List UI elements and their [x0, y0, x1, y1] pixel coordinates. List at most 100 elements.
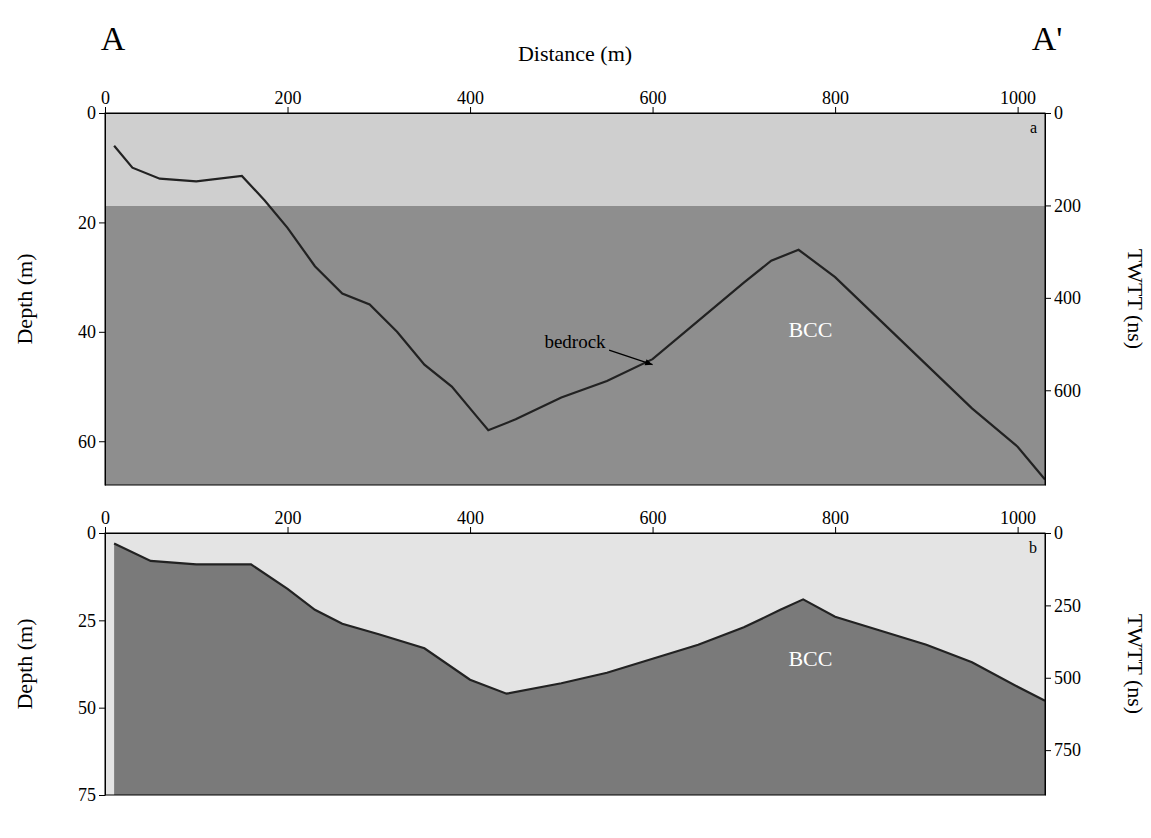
axis-line: [106, 113, 1046, 114]
y2-axis-title: TWTT (ns): [1123, 249, 1148, 349]
x-axis: 0 200 400 600 800 1000: [101, 508, 1046, 534]
y-axis: 0 20 40 60: [78, 103, 106, 485]
tick: 0: [101, 88, 110, 113]
tick-label: 800: [822, 88, 849, 108]
background-band: [105, 113, 1045, 206]
bedrock-reflector: [114, 146, 1045, 480]
tick-label: 200: [275, 88, 302, 108]
tick-label: 1000: [1000, 88, 1036, 108]
axis-line: [105, 114, 106, 486]
tick-label: 50: [78, 698, 96, 718]
tick-label: 40: [78, 322, 96, 342]
tick-mark: [99, 795, 105, 796]
tick-mark: [99, 113, 105, 114]
tick: 800: [822, 508, 849, 533]
tick-label: 200: [275, 508, 302, 528]
tick-label: 250: [1054, 596, 1081, 616]
tick-label: 400: [457, 508, 484, 528]
tick: 250: [1045, 596, 1081, 616]
tick: 0: [87, 523, 105, 543]
tick: 400: [457, 88, 484, 113]
tick: 200: [1045, 196, 1081, 216]
tick-mark: [1045, 390, 1051, 391]
plot-frame: [105, 533, 1045, 795]
tick-label: 0: [101, 88, 110, 108]
plot-area: [114, 146, 1045, 480]
tick-label: 75: [78, 785, 96, 805]
tick: 25: [78, 611, 105, 631]
tick-mark: [1045, 533, 1051, 534]
tick: 50: [78, 698, 105, 718]
plot-background: [105, 113, 1045, 485]
tick: 800: [822, 88, 849, 113]
tick-label: 400: [1054, 288, 1081, 308]
axis-line: [105, 534, 106, 796]
tick: 600: [1045, 381, 1081, 401]
y2-axis: 0 200 400 600: [1045, 103, 1081, 485]
tick: 500: [1045, 668, 1081, 688]
annotation: bedrock: [544, 331, 606, 352]
tick: 1000: [1000, 88, 1036, 113]
tick: 200: [275, 88, 302, 113]
plot-background: [105, 533, 1045, 795]
x-axis-title: Distance (m): [518, 41, 632, 66]
tick-mark: [1045, 113, 1051, 114]
tick: 60: [78, 431, 105, 451]
panel-label: a: [1030, 119, 1037, 136]
tick: 0: [1045, 523, 1063, 543]
tick-mark: [1045, 750, 1051, 751]
tick-label: 0: [101, 508, 110, 528]
axis-line: [1045, 114, 1046, 486]
tick-label: 0: [1054, 103, 1063, 123]
tick-label: 600: [640, 508, 667, 528]
panel: 0200400600800100002040600200400600Distan…: [12, 20, 1148, 486]
tick-label: 500: [1054, 668, 1081, 688]
tick: 600: [640, 88, 667, 113]
profile-end-label: A': [1032, 20, 1063, 57]
tick: 200: [275, 508, 302, 533]
tick-label: 0: [87, 523, 96, 543]
tick: 600: [640, 508, 667, 533]
tick: 400: [1045, 288, 1081, 308]
x-axis: 0 200 400 600 800 1000: [101, 88, 1046, 114]
tick: 40: [78, 322, 105, 342]
tick-label: 60: [78, 431, 96, 451]
tick-label: 400: [457, 88, 484, 108]
tick-mark: [99, 222, 105, 223]
tick: 75: [78, 785, 105, 805]
panel-label: b: [1029, 539, 1037, 556]
tick: 750: [1045, 740, 1081, 760]
tick: 400: [457, 508, 484, 533]
annotation-arrowhead: [645, 359, 653, 365]
tick-mark: [1045, 205, 1051, 206]
tick-mark: [99, 708, 105, 709]
tick-label: 200: [1054, 196, 1081, 216]
tick-label: 0: [1054, 523, 1063, 543]
tick: 20: [78, 213, 105, 233]
tick-label: 20: [78, 213, 96, 233]
annotation-arrow: [609, 350, 652, 364]
plot-frame: [105, 113, 1045, 485]
tick-mark: [99, 332, 105, 333]
annotation: BCC: [788, 317, 832, 342]
panel: 0200400600800100002550750250500750Depth …: [12, 508, 1148, 805]
tick-label: 0: [87, 103, 96, 123]
tick: 0: [101, 508, 110, 533]
bedrock-reflector: [114, 543, 1045, 700]
y-axis-title: Depth (m): [12, 253, 37, 344]
tick-label: 750: [1054, 740, 1081, 760]
y2-axis-title: TWTT (ns): [1123, 614, 1148, 714]
plot-area: [114, 543, 1045, 795]
tick: 1000: [1000, 508, 1036, 533]
tick-mark: [99, 533, 105, 534]
annotation: BCC: [788, 646, 832, 671]
tick-label: 600: [1054, 381, 1081, 401]
axis-line: [106, 533, 1046, 534]
tick-mark: [1045, 298, 1051, 299]
profile-start-label: A: [101, 20, 126, 57]
tick-label: 1000: [1000, 508, 1036, 528]
tick-mark: [99, 441, 105, 442]
tick-mark: [1045, 678, 1051, 679]
y-axis: 0 25 50 75: [78, 523, 106, 805]
tick: 0: [1045, 103, 1063, 123]
